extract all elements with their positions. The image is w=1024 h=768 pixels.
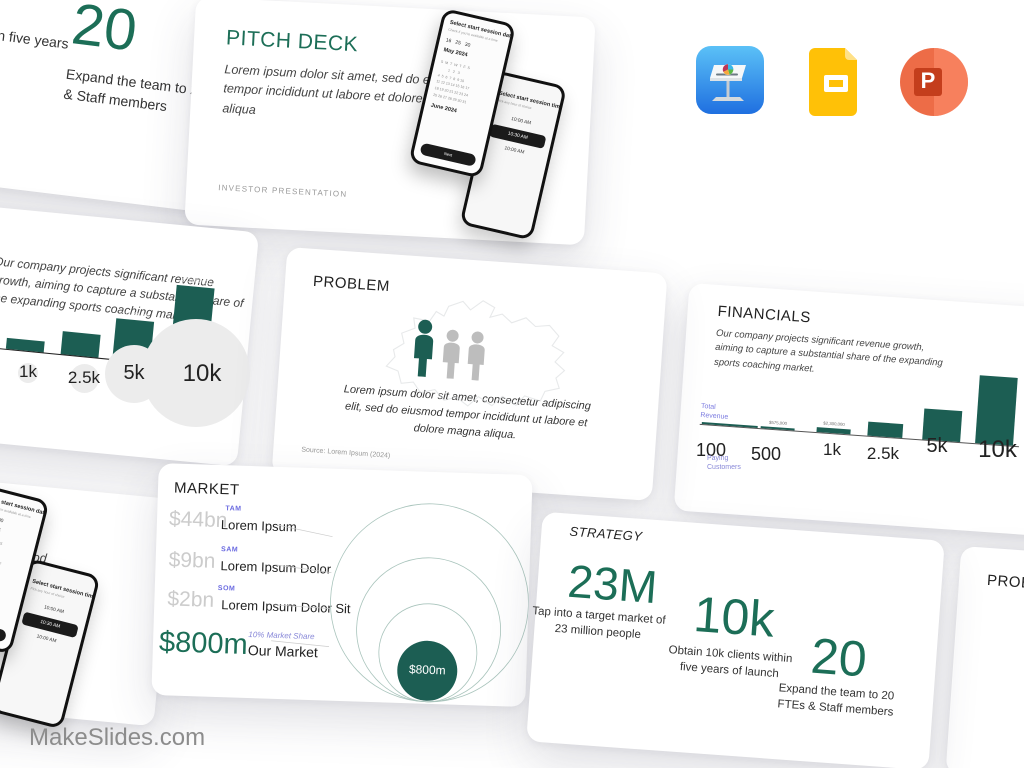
- svg-text:$800m: $800m: [409, 662, 446, 677]
- svg-text:P: P: [921, 68, 936, 93]
